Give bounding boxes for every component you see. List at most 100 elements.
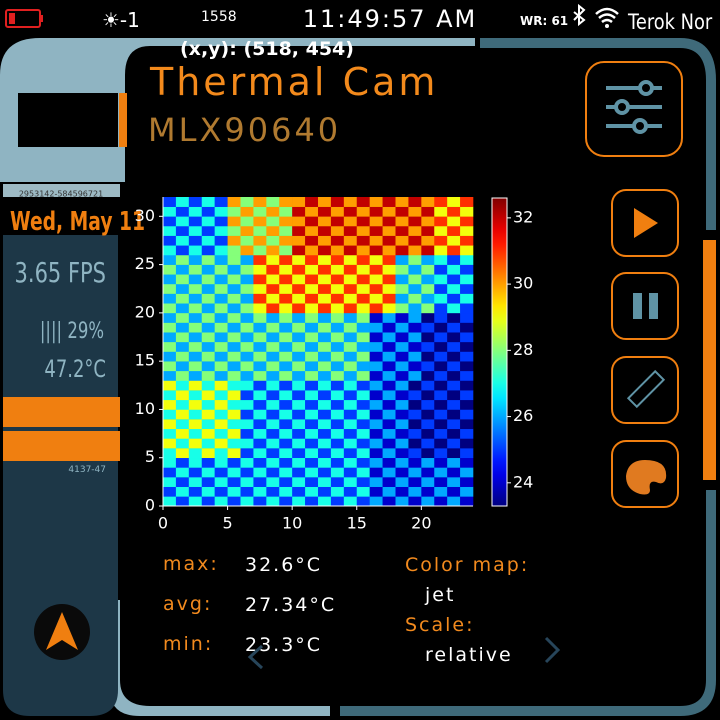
heatmap-cell bbox=[318, 303, 332, 314]
heatmap-cell bbox=[369, 390, 383, 401]
heatmap-cell bbox=[188, 235, 203, 246]
heatmap-cell bbox=[188, 457, 203, 468]
heatmap-cell bbox=[253, 399, 267, 410]
heatmap-cell bbox=[201, 399, 215, 410]
heatmap-cell bbox=[382, 477, 396, 487]
heatmap-cell bbox=[214, 438, 228, 449]
heatmap-cell bbox=[408, 496, 422, 507]
heatmap-cell bbox=[408, 303, 422, 314]
heatmap-cell bbox=[447, 322, 461, 333]
heatmap-cell bbox=[382, 390, 396, 401]
heatmap-cell bbox=[163, 254, 177, 265]
heatmap-cell bbox=[408, 293, 422, 304]
pause-button[interactable] bbox=[611, 272, 679, 340]
heatmap-cell bbox=[253, 448, 267, 459]
heatmap-cell bbox=[408, 341, 422, 352]
heatmap-cell bbox=[214, 303, 228, 314]
heatmap-cell bbox=[305, 486, 319, 497]
heatmap-cell bbox=[382, 341, 396, 352]
prev-arrow[interactable] bbox=[247, 644, 264, 670]
heatmap-cell bbox=[175, 264, 190, 275]
heatmap-cell bbox=[253, 486, 267, 497]
scale-value[interactable]: relative bbox=[425, 644, 513, 666]
heatmap-cell bbox=[434, 409, 448, 420]
next-arrow[interactable] bbox=[544, 636, 561, 664]
heatmap-cell bbox=[356, 264, 370, 275]
heatmap-cell bbox=[395, 293, 409, 304]
heatmap-cell bbox=[305, 390, 319, 401]
heatmap-cell bbox=[279, 254, 293, 265]
heatmap-cell bbox=[356, 341, 370, 352]
cpu-temperature: 47.2°C bbox=[44, 356, 106, 384]
heatmap-cell bbox=[292, 303, 306, 314]
heatmap-cell bbox=[395, 390, 409, 401]
heatmap-cell bbox=[305, 225, 319, 236]
colormap-value[interactable]: jet bbox=[424, 584, 455, 606]
settings-button[interactable] bbox=[585, 61, 683, 157]
heatmap-cell bbox=[330, 370, 345, 381]
heatmap-cell bbox=[330, 197, 345, 207]
heatmap-cell bbox=[369, 322, 383, 333]
heatmap-cell bbox=[356, 409, 370, 420]
heatmap-cell bbox=[292, 332, 306, 343]
code-strip bbox=[3, 184, 120, 197]
heatmap-cell bbox=[395, 235, 409, 246]
heatmap-cell bbox=[460, 254, 474, 265]
heatmap-cell bbox=[421, 419, 435, 430]
heatmap-cell bbox=[305, 361, 319, 372]
heatmap-cell bbox=[163, 274, 177, 285]
heatmap-cell bbox=[279, 361, 293, 372]
heatmap-cell bbox=[356, 245, 370, 256]
heatmap-cell bbox=[292, 361, 306, 372]
pause-icon bbox=[649, 293, 658, 319]
heatmap-cell bbox=[330, 399, 345, 410]
heatmap-cell bbox=[408, 322, 422, 333]
heatmap-cell bbox=[318, 409, 332, 420]
heatmap-cell bbox=[188, 341, 203, 352]
sidebar-block bbox=[3, 431, 120, 461]
heatmap-cell bbox=[382, 206, 396, 217]
heatmap-cell bbox=[227, 457, 241, 468]
heatmap-cell bbox=[395, 380, 409, 391]
heatmap-cell bbox=[382, 197, 396, 207]
heatmap-cell bbox=[460, 322, 474, 333]
heatmap-cell bbox=[266, 361, 280, 372]
heatmap-cell bbox=[227, 361, 241, 372]
heatmap-cell bbox=[240, 438, 254, 449]
heatmap-cell bbox=[447, 206, 461, 217]
heatmap-cell bbox=[266, 428, 280, 439]
pause-icon bbox=[633, 293, 642, 319]
play-button[interactable] bbox=[611, 189, 679, 257]
battery-level bbox=[9, 13, 15, 24]
heatmap-cell bbox=[201, 457, 215, 468]
heatmap-cell bbox=[305, 457, 319, 468]
heatmap-cell bbox=[369, 419, 383, 430]
heatmap-cell bbox=[305, 245, 319, 256]
heatmap-cell bbox=[253, 370, 267, 381]
heatmap-cell bbox=[163, 312, 177, 323]
y-tick-label: 20 bbox=[135, 302, 155, 321]
heatmap-cell bbox=[382, 380, 396, 391]
heatmap-cell bbox=[330, 303, 345, 314]
heatmap-cell bbox=[305, 467, 319, 478]
heatmap-cell bbox=[318, 293, 332, 304]
heatmap-cell bbox=[447, 467, 461, 478]
heatmap-cell bbox=[305, 322, 319, 333]
heatmap-cell bbox=[421, 312, 435, 323]
heatmap-cell bbox=[330, 293, 345, 304]
heatmap-cell bbox=[460, 390, 474, 401]
heatmap-cell bbox=[188, 206, 203, 217]
heatmap-cell bbox=[408, 390, 422, 401]
heatmap-cell bbox=[305, 235, 319, 246]
heatmap-cell bbox=[214, 235, 228, 246]
measure-button[interactable] bbox=[611, 356, 679, 424]
heatmap-cell bbox=[253, 457, 267, 468]
heatmap-cell bbox=[214, 341, 228, 352]
heatmap-cell bbox=[240, 477, 254, 487]
heatmap-cell bbox=[266, 197, 280, 207]
heatmap-cell bbox=[188, 351, 203, 362]
heatmap-cell bbox=[434, 428, 448, 439]
palette-button[interactable] bbox=[611, 440, 679, 508]
heatmap-cell bbox=[421, 303, 435, 314]
heatmap-cell bbox=[201, 283, 215, 294]
